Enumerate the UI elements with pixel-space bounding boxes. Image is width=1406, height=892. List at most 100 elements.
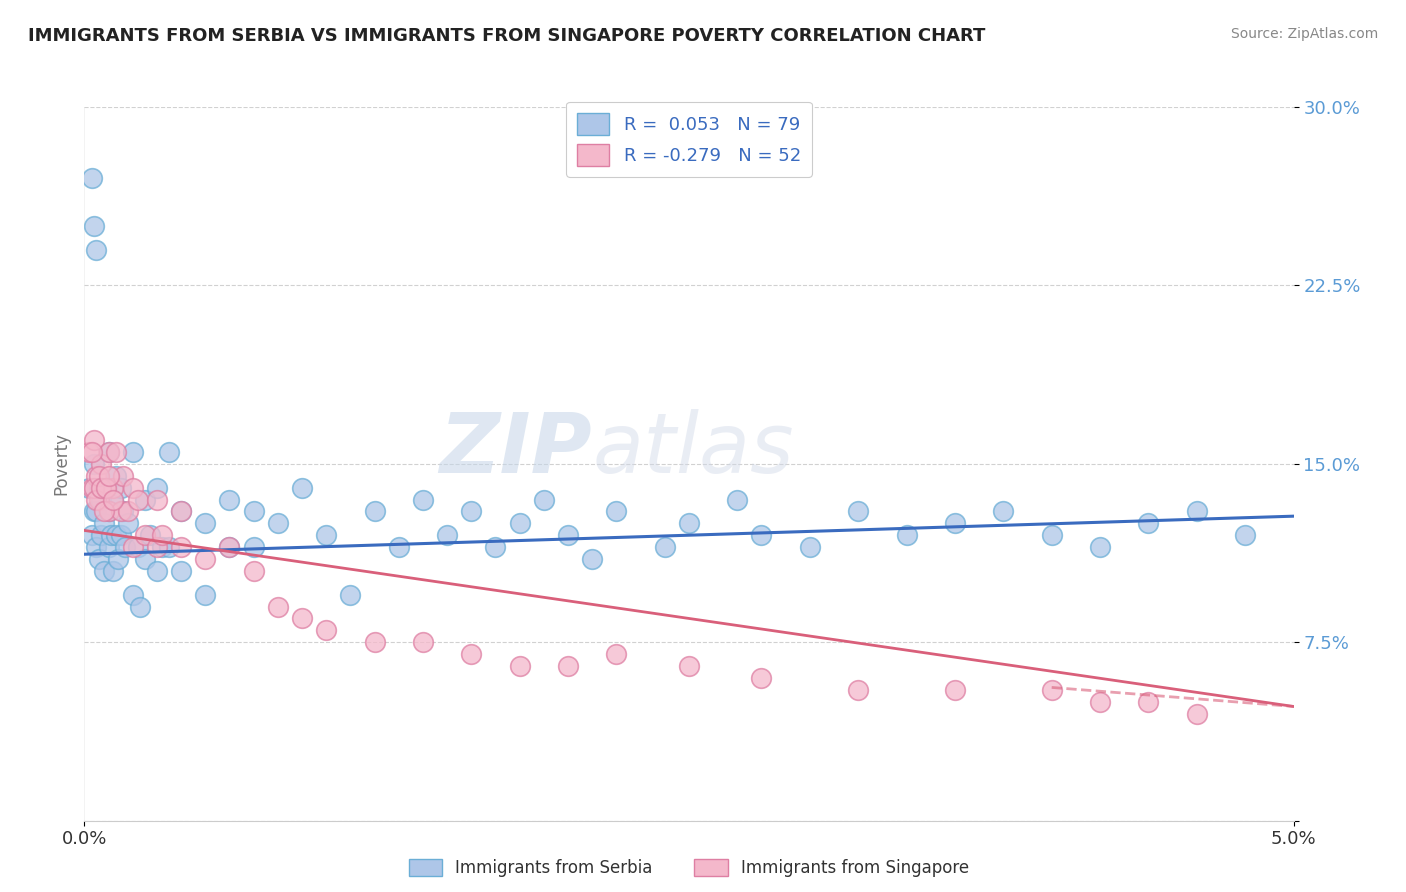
Point <box>725 492 748 507</box>
Point <box>267 516 290 531</box>
Point <box>460 647 482 661</box>
Point <box>97 504 120 518</box>
Point <box>291 481 314 495</box>
Point <box>943 682 966 697</box>
Point <box>150 540 173 554</box>
Point <box>121 540 143 554</box>
Point <box>412 635 434 649</box>
Point <box>86 540 108 554</box>
Point <box>77 445 100 459</box>
Point <box>896 528 918 542</box>
Point <box>83 433 105 447</box>
Point <box>103 481 125 495</box>
Point <box>86 243 108 257</box>
Point <box>83 504 105 518</box>
Point <box>104 528 127 542</box>
Point <box>104 468 127 483</box>
Point <box>86 492 108 507</box>
Point <box>194 552 217 566</box>
Point <box>557 528 579 542</box>
Point <box>90 528 112 542</box>
Point <box>83 219 105 233</box>
Point <box>117 516 139 531</box>
Legend: Immigrants from Serbia, Immigrants from Singapore: Immigrants from Serbia, Immigrants from … <box>402 852 976 884</box>
Point <box>484 540 506 554</box>
Point <box>557 659 579 673</box>
Point <box>121 481 143 495</box>
Point <box>993 504 1015 518</box>
Point <box>94 481 117 495</box>
Point <box>80 528 103 542</box>
Point <box>86 504 108 518</box>
Point <box>90 457 112 471</box>
Point <box>363 635 385 649</box>
Point <box>134 528 156 542</box>
Point <box>110 481 132 495</box>
Point <box>218 540 240 554</box>
Point <box>157 445 180 459</box>
Point <box>751 528 773 542</box>
Point <box>242 564 264 578</box>
Point <box>77 481 100 495</box>
Point <box>103 492 125 507</box>
Text: atlas: atlas <box>592 409 794 490</box>
Point <box>121 445 143 459</box>
Point <box>242 504 264 518</box>
Point <box>339 588 361 602</box>
Point <box>80 445 103 459</box>
Point <box>103 492 125 507</box>
Point <box>605 504 627 518</box>
Point <box>80 481 103 495</box>
Point <box>363 504 385 518</box>
Point <box>117 504 139 518</box>
Point <box>100 528 122 542</box>
Point <box>138 528 160 542</box>
Point <box>170 564 193 578</box>
Point <box>1185 706 1208 721</box>
Point <box>146 564 169 578</box>
Point <box>114 540 136 554</box>
Point <box>267 599 290 614</box>
Point <box>107 552 129 566</box>
Point <box>412 492 434 507</box>
Point <box>127 540 149 554</box>
Point <box>654 540 676 554</box>
Point <box>846 504 869 518</box>
Point <box>170 540 193 554</box>
Point <box>315 624 337 638</box>
Text: Source: ZipAtlas.com: Source: ZipAtlas.com <box>1230 27 1378 41</box>
Point <box>112 468 135 483</box>
Point <box>127 492 149 507</box>
Point <box>104 445 127 459</box>
Point <box>87 552 110 566</box>
Point <box>90 492 112 507</box>
Point <box>1234 528 1257 542</box>
Point <box>129 599 152 614</box>
Point <box>242 540 264 554</box>
Point <box>436 528 458 542</box>
Point <box>97 504 120 518</box>
Point <box>93 481 115 495</box>
Point <box>1088 695 1111 709</box>
Point <box>146 540 169 554</box>
Point <box>134 552 156 566</box>
Point <box>509 659 531 673</box>
Point <box>87 492 110 507</box>
Point <box>110 528 132 542</box>
Point <box>112 504 135 518</box>
Point <box>533 492 555 507</box>
Point <box>97 445 120 459</box>
Point <box>315 528 337 542</box>
Point <box>83 457 105 471</box>
Point <box>1137 516 1160 531</box>
Text: IMMIGRANTS FROM SERBIA VS IMMIGRANTS FROM SINGAPORE POVERTY CORRELATION CHART: IMMIGRANTS FROM SERBIA VS IMMIGRANTS FRO… <box>28 27 986 45</box>
Point <box>846 682 869 697</box>
Point <box>194 588 217 602</box>
Point <box>93 516 115 531</box>
Point <box>170 504 193 518</box>
Point <box>80 171 103 186</box>
Point <box>291 611 314 625</box>
Point <box>751 671 773 685</box>
Point <box>90 481 112 495</box>
Point <box>218 540 240 554</box>
